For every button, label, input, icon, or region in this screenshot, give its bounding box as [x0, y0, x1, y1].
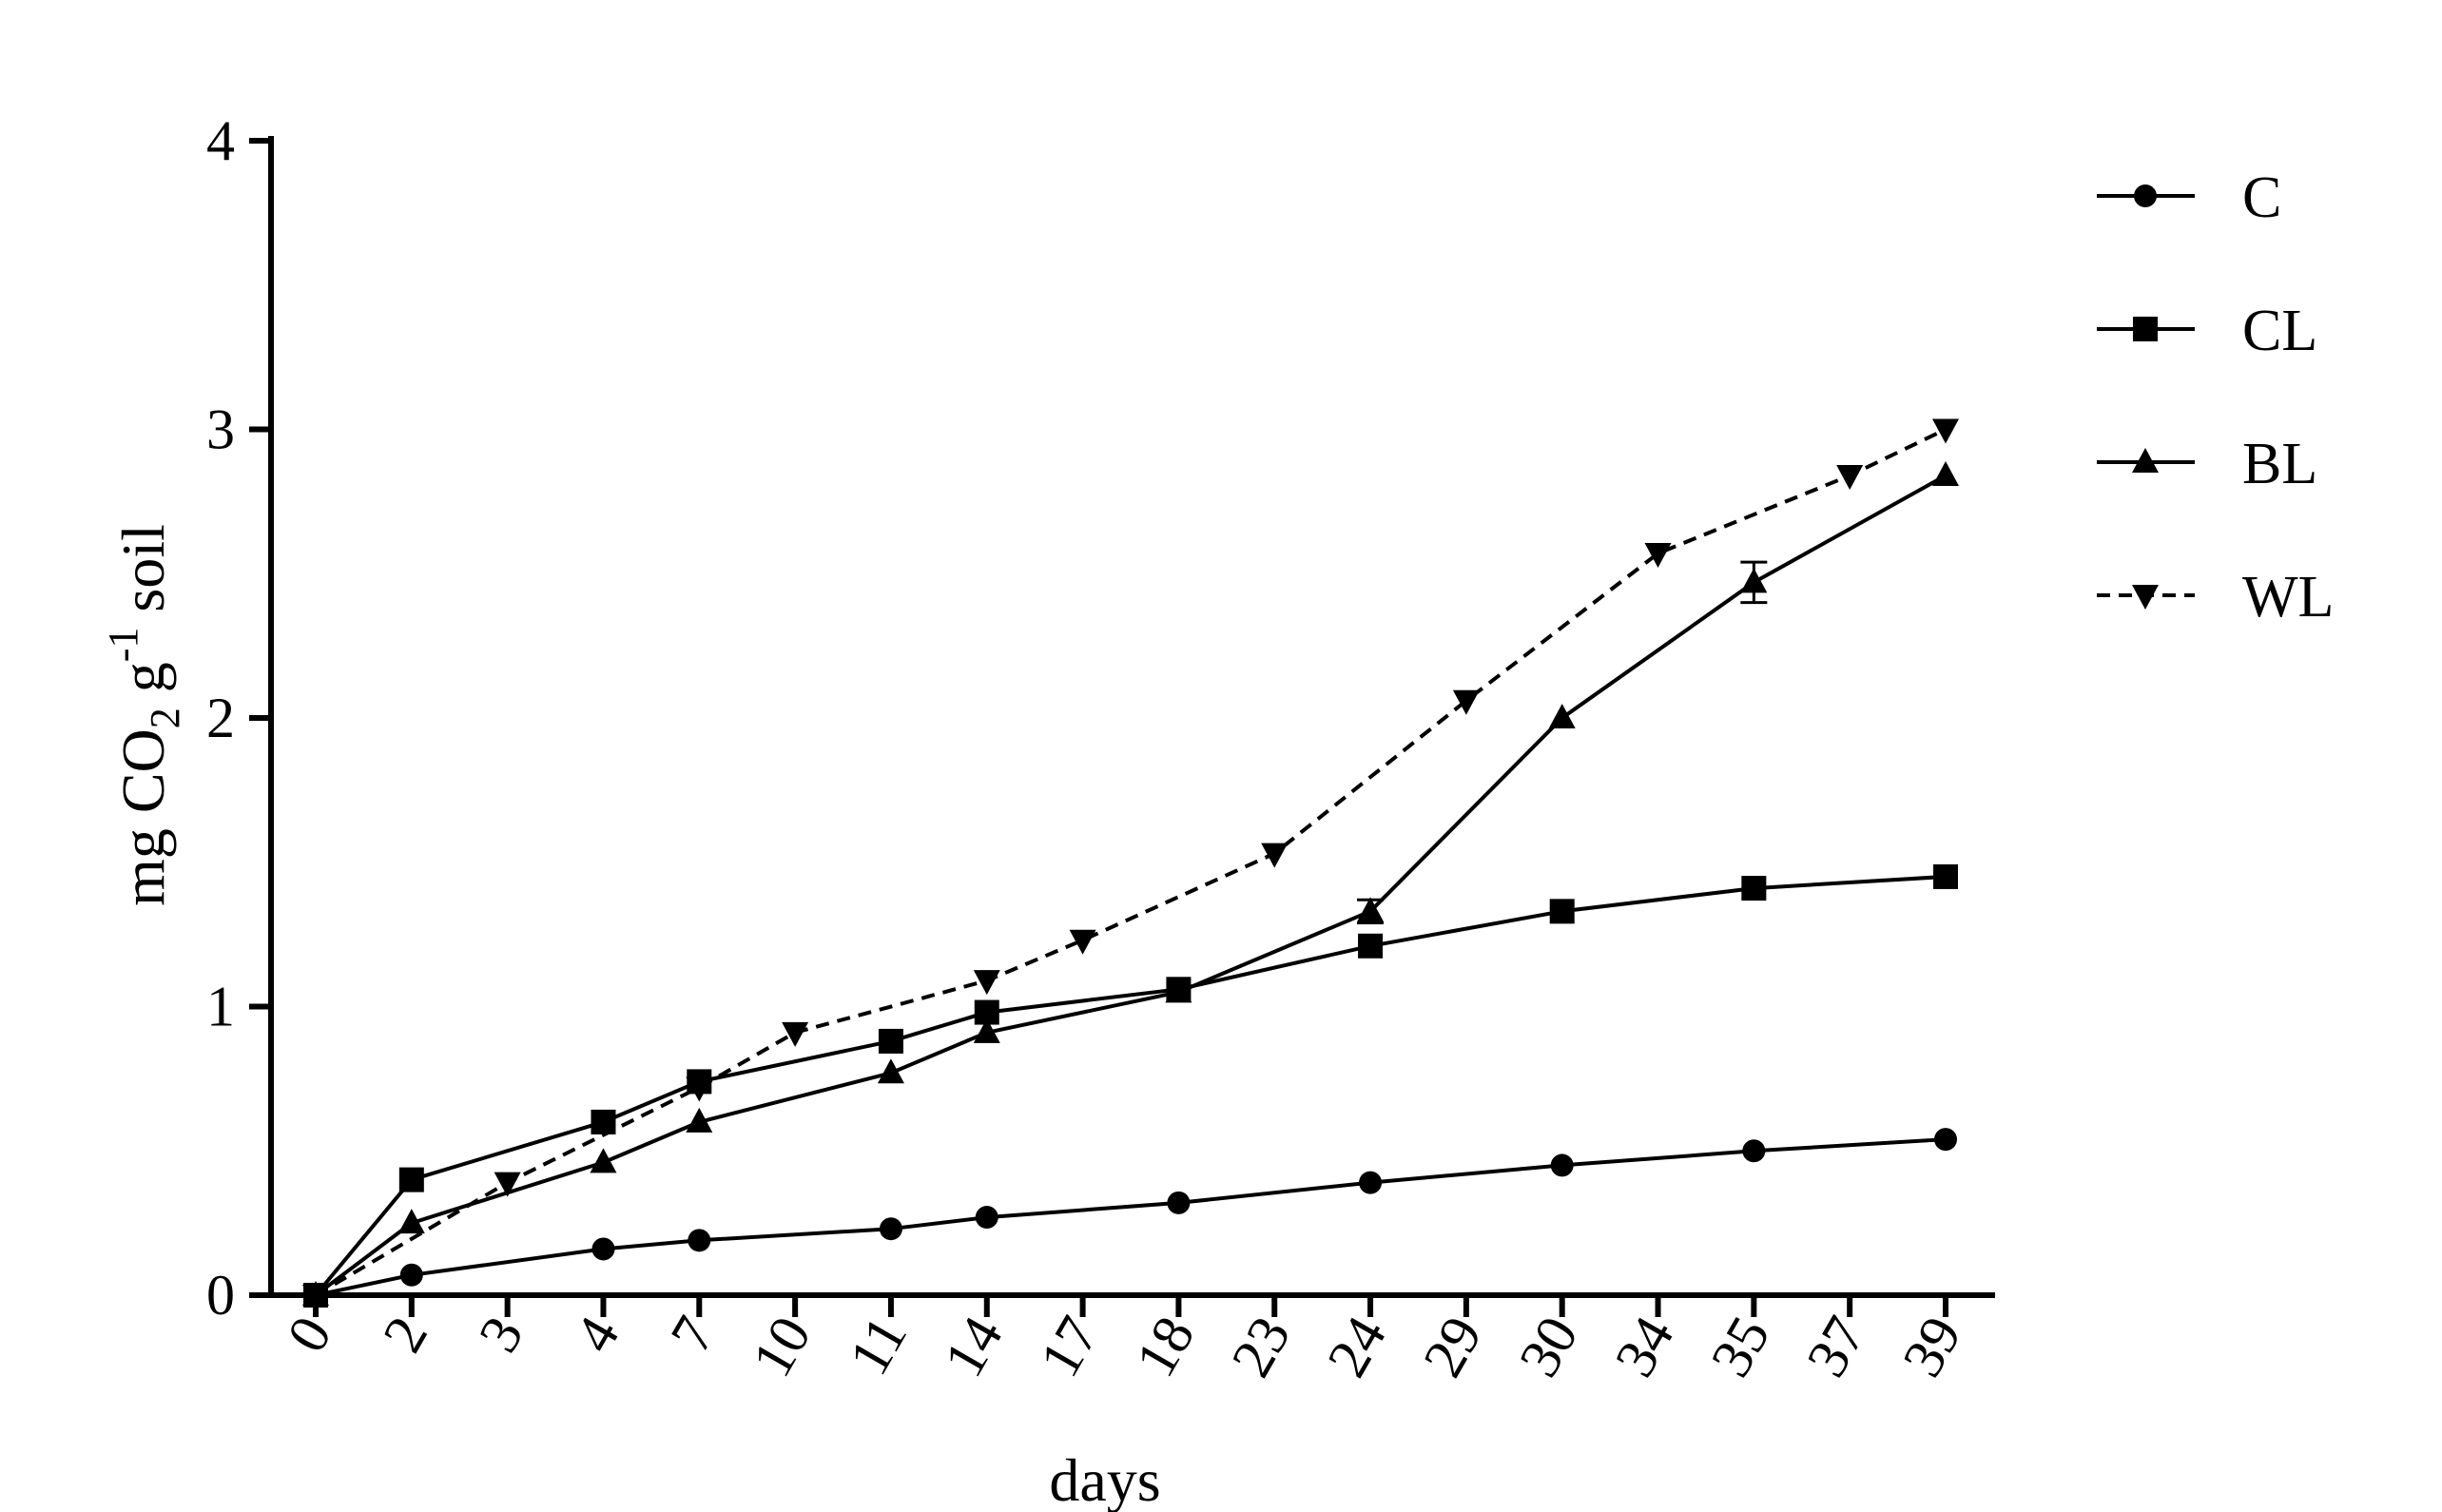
x-tick-label: 35 [1698, 1307, 1781, 1387]
y-axis-title-main: mg CO [109, 728, 177, 906]
legend-label-cl: CL [2242, 299, 2317, 363]
y-ticks: 0 1 2 3 4 [206, 109, 271, 1327]
data-point-cl [1933, 863, 1958, 889]
y-tick-label: 1 [206, 976, 235, 1038]
data-point-c [1167, 1191, 1191, 1214]
data-point-c [1550, 1153, 1574, 1177]
data-point-wl [782, 1021, 809, 1047]
legend-label-wl: WL [2242, 565, 2334, 630]
legend-label-bl: BL [2242, 432, 2317, 496]
x-tick-label: 18 [1124, 1307, 1207, 1387]
x-axis-title: days [1049, 1446, 1160, 1512]
series-layer [302, 418, 1959, 1309]
legend-marker-cl [2133, 317, 2158, 341]
x-tick-label: 4 [563, 1307, 631, 1363]
data-point-c [879, 1217, 902, 1241]
series-wl [302, 418, 1959, 1309]
x-tick-label: 30 [1507, 1307, 1590, 1387]
x-tick-label: 11 [837, 1307, 919, 1386]
data-point-bl [397, 1209, 425, 1234]
series-bl [302, 461, 1959, 1306]
x-tick-label: 14 [932, 1307, 1015, 1387]
data-point-wl [302, 1285, 329, 1309]
data-point-wl [973, 970, 1000, 996]
data-point-bl [686, 1107, 713, 1133]
y-axis-title-end: soil [109, 524, 177, 627]
legend-marker-wl [2132, 585, 2159, 610]
data-point-wl [494, 1172, 521, 1197]
series-line-wl [314, 427, 1947, 1297]
data-point-wl [1836, 465, 1864, 491]
data-point-bl [1548, 704, 1576, 728]
data-point-bl [1932, 461, 1959, 487]
x-tick-label: 29 [1411, 1307, 1494, 1387]
series-line-c [315, 1137, 1947, 1297]
data-point-bl [1357, 897, 1385, 922]
data-point-c [688, 1229, 711, 1252]
data-point-bl [1740, 568, 1768, 593]
data-point-c [591, 1237, 615, 1261]
data-point-c [1742, 1139, 1766, 1163]
data-point-wl [686, 1076, 713, 1102]
x-tick-label: 37 [1794, 1307, 1877, 1387]
data-point-wl [1261, 843, 1289, 868]
data-point-c [399, 1263, 423, 1287]
y-axis-title: mg CO2 g-1 soil [100, 524, 188, 906]
x-tick-label: 17 [1028, 1307, 1111, 1387]
legend-item-cl: CL [2097, 299, 2317, 363]
y-tick-label: 3 [206, 398, 235, 461]
x-ticks: 0 2 3 4 7 10 11 14 17 18 23 24 29 30 34 35 37 39 [275, 1295, 1973, 1386]
y-tick-label: 0 [206, 1264, 235, 1327]
y-tick-label: 2 [206, 687, 235, 749]
data-point-c [975, 1206, 998, 1230]
data-point-cl [1549, 899, 1575, 924]
data-point-cl [1358, 933, 1384, 959]
data-point-wl [1644, 543, 1672, 569]
data-point-cl [878, 1028, 903, 1054]
series-line-bl [314, 474, 1947, 1297]
series-cl [303, 863, 1958, 1308]
data-point-bl [973, 1018, 1000, 1043]
x-tick-label: 23 [1219, 1307, 1302, 1387]
y-axis-title-mid: g [109, 662, 177, 708]
legend-item-bl: BL [2097, 432, 2317, 496]
data-point-c [1934, 1128, 1957, 1152]
legend-item-c: C [2097, 165, 2281, 230]
x-tick-label: 0 [275, 1307, 343, 1363]
data-point-wl [1932, 418, 1959, 444]
legend-marker-bl [2132, 448, 2159, 473]
data-point-bl [877, 1058, 904, 1084]
legend-marker-c [2134, 184, 2157, 207]
data-point-wl [1069, 929, 1096, 955]
x-tick-label: 24 [1315, 1307, 1398, 1387]
data-point-c [1359, 1171, 1383, 1194]
x-tick-label: 39 [1890, 1307, 1973, 1387]
axes [268, 136, 1995, 1298]
series-line-cl [314, 874, 1947, 1297]
data-point-cl [1741, 876, 1767, 901]
series-c [304, 1128, 1957, 1307]
y-axis-title-superscript: -1 [100, 628, 146, 663]
data-point-wl [1452, 689, 1480, 715]
x-tick-label: 3 [467, 1307, 535, 1363]
x-tick-label: 2 [371, 1307, 439, 1363]
x-tick-label: 10 [740, 1307, 823, 1387]
legend-item-wl: WL [2097, 565, 2334, 630]
data-point-bl [590, 1148, 617, 1173]
legend: C CL BL WL [2097, 165, 2334, 630]
legend-label-c: C [2242, 165, 2281, 230]
x-tick-label: 7 [658, 1307, 727, 1363]
y-axis-title-subscript: 2 [142, 708, 188, 728]
y-tick-label: 4 [206, 109, 235, 172]
data-point-cl [398, 1167, 424, 1192]
data-point-bl [1165, 978, 1192, 1003]
x-tick-label: 34 [1603, 1307, 1686, 1387]
